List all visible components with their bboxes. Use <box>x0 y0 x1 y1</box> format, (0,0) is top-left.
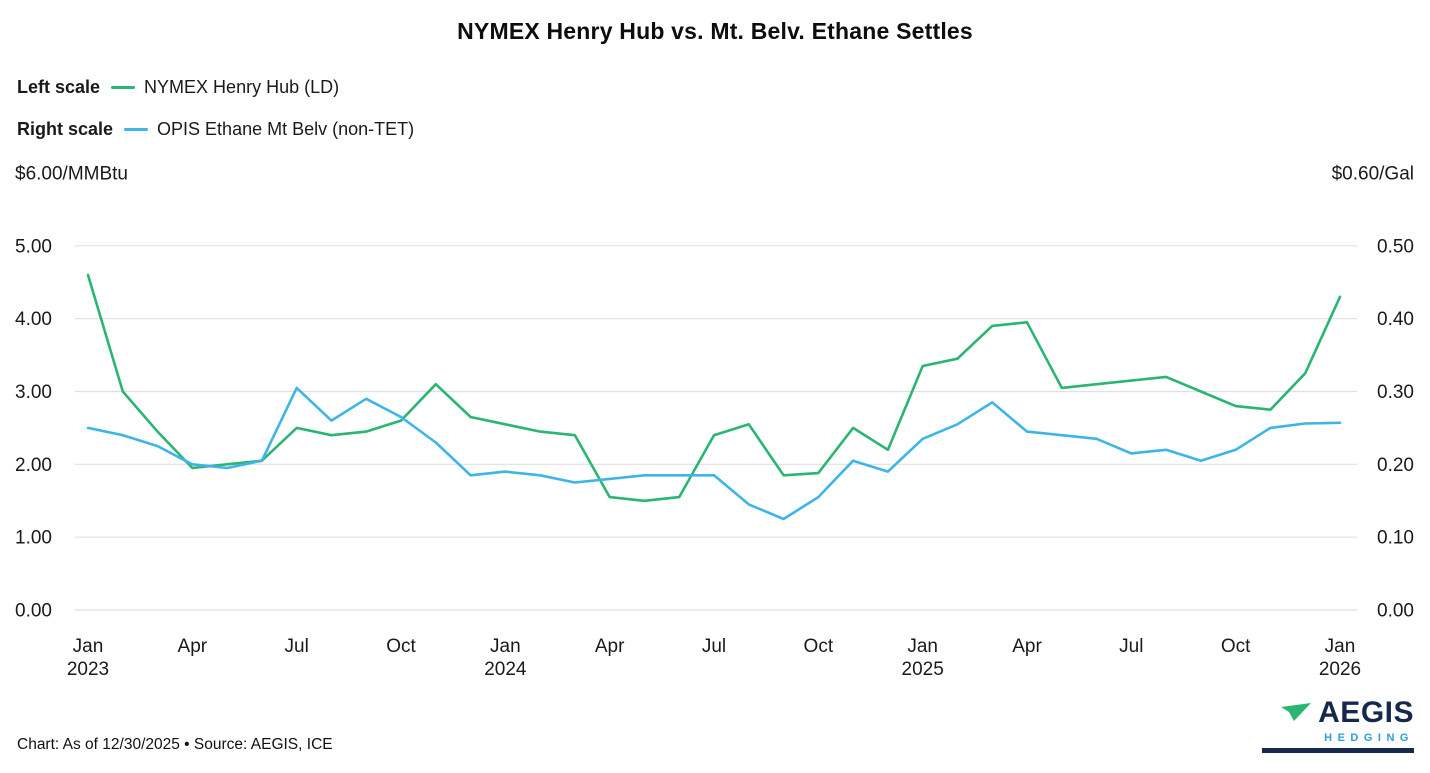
aegis-logo-mark-icon <box>1281 703 1312 721</box>
right-axis-tick-label: 0.40 <box>1377 309 1414 330</box>
legend-row-left-scale: Left scale NYMEX Henry Hub (LD) <box>17 74 414 100</box>
x-axis-tick-label: Jan <box>907 636 938 657</box>
ethane-series-label: OPIS Ethane Mt Belv (non-TET) <box>157 118 415 139</box>
henry-hub-line <box>86 273 1342 503</box>
x-axis-tick-label: Jul <box>285 636 309 657</box>
x-axis-tick-label: Oct <box>386 636 416 657</box>
aegis-logo: AEGIS HEDGING <box>1262 698 1414 753</box>
chart-title: NYMEX Henry Hub vs. Mt. Belv. Ethane Set… <box>457 18 973 44</box>
right-axis-unit-label: $0.60/Gal <box>1332 164 1414 185</box>
legend-row-right-scale: Right scale OPIS Ethane Mt Belv (non-TET… <box>17 116 414 142</box>
henry-hub-line-swatch <box>111 85 136 89</box>
left-axis-tick-label: 2.00 <box>15 455 52 476</box>
x-axis-tick-label: Oct <box>1221 636 1251 657</box>
x-axis-tick-label: Jul <box>1119 636 1143 657</box>
aegis-logo-name: AEGIS <box>1318 696 1414 729</box>
x-axis-tick-label: Jan <box>73 636 104 657</box>
left-axis-tick-label: 0.00 <box>15 601 52 622</box>
x-axis-year-label: 2023 <box>67 659 109 680</box>
right-axis-tick-label: 0.20 <box>1377 455 1414 476</box>
left-axis-tick-label: 3.00 <box>15 382 52 403</box>
ethane-line-swatch <box>124 127 149 131</box>
right-axis-tick-label: 0.30 <box>1377 382 1414 403</box>
x-axis-year-label: 2026 <box>1319 659 1361 680</box>
x-axis-tick-label: Jan <box>1325 636 1356 657</box>
x-axis-year-label: 2025 <box>902 659 944 680</box>
aegis-logo-row: AEGIS <box>1262 698 1414 728</box>
right-axis-tick-label: 0.00 <box>1377 601 1414 622</box>
aegis-logo-subtitle: HEDGING <box>1324 732 1414 744</box>
x-axis-tick-label: Oct <box>804 636 834 657</box>
x-axis-tick-label: Apr <box>178 636 208 657</box>
x-axis-tick-label: Jul <box>702 636 726 657</box>
x-axis-tick-label: Jan <box>490 636 521 657</box>
right-axis-tick-label: 0.10 <box>1377 528 1414 549</box>
ethane-line <box>86 386 1342 521</box>
left-axis-tick-label: 4.00 <box>15 309 52 330</box>
legend: Left scale NYMEX Henry Hub (LD) Right sc… <box>17 74 414 158</box>
x-axis-year-label: 2024 <box>484 659 527 680</box>
x-axis-tick-label: Apr <box>595 636 625 657</box>
x-axis-tick-label: Apr <box>1012 636 1042 657</box>
left-scale-label: Left scale <box>17 76 101 97</box>
left-axis-unit-label: $6.00/MMBtu <box>15 164 128 185</box>
left-axis-tick-label: 5.00 <box>15 236 52 257</box>
right-scale-label: Right scale <box>17 118 114 139</box>
chart-source-caption: Chart: As of 12/30/2025 • Source: AEGIS,… <box>17 736 333 753</box>
aegis-logo-bar <box>1262 748 1414 753</box>
henry-hub-series-label: NYMEX Henry Hub (LD) <box>144 76 340 97</box>
left-axis-tick-label: 1.00 <box>15 528 52 549</box>
right-axis-tick-label: 0.50 <box>1377 236 1414 257</box>
chart-canvas: 5.00 4.00 3.00 2.00 1.00 0.00 0.50 0.40 0.30 0.20… <box>15 164 1414 681</box>
